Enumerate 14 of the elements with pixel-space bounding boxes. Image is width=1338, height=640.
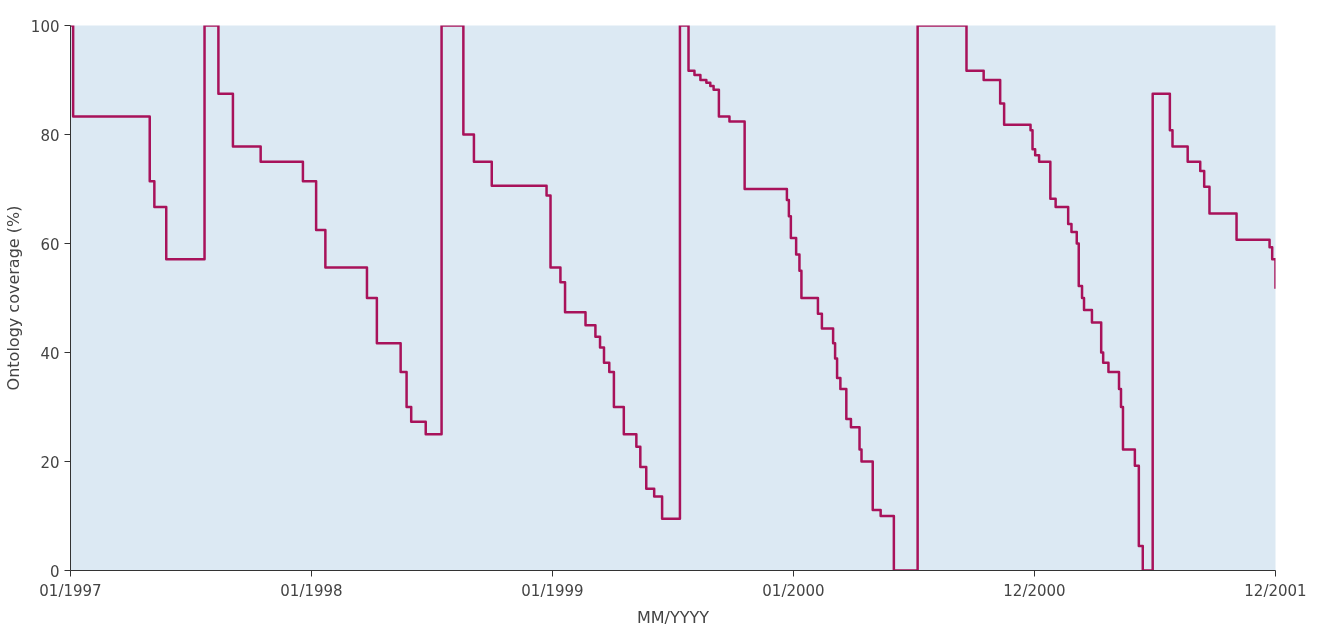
y-tick-label: 40 [40, 344, 60, 363]
x-tick-label: 01/1997 [39, 581, 102, 600]
x-tick-label: 01/1999 [521, 581, 584, 600]
x-axis-title: MM/YYYY [636, 607, 710, 627]
x-tick-label: 12/2001 [1244, 581, 1307, 600]
y-tick-label: 80 [40, 126, 60, 145]
y-tick-label: 100 [30, 17, 60, 36]
y-tick-label: 0 [49, 562, 60, 581]
y-tick-label: 20 [40, 453, 60, 472]
y-tick-label: 60 [40, 235, 60, 254]
x-tick-label: 01/1998 [280, 581, 343, 600]
x-tick-label: 12/2000 [1003, 581, 1066, 600]
x-tick-label: 01/2000 [762, 581, 825, 600]
y-axis-title: Ontology coverage (%) [3, 205, 23, 391]
